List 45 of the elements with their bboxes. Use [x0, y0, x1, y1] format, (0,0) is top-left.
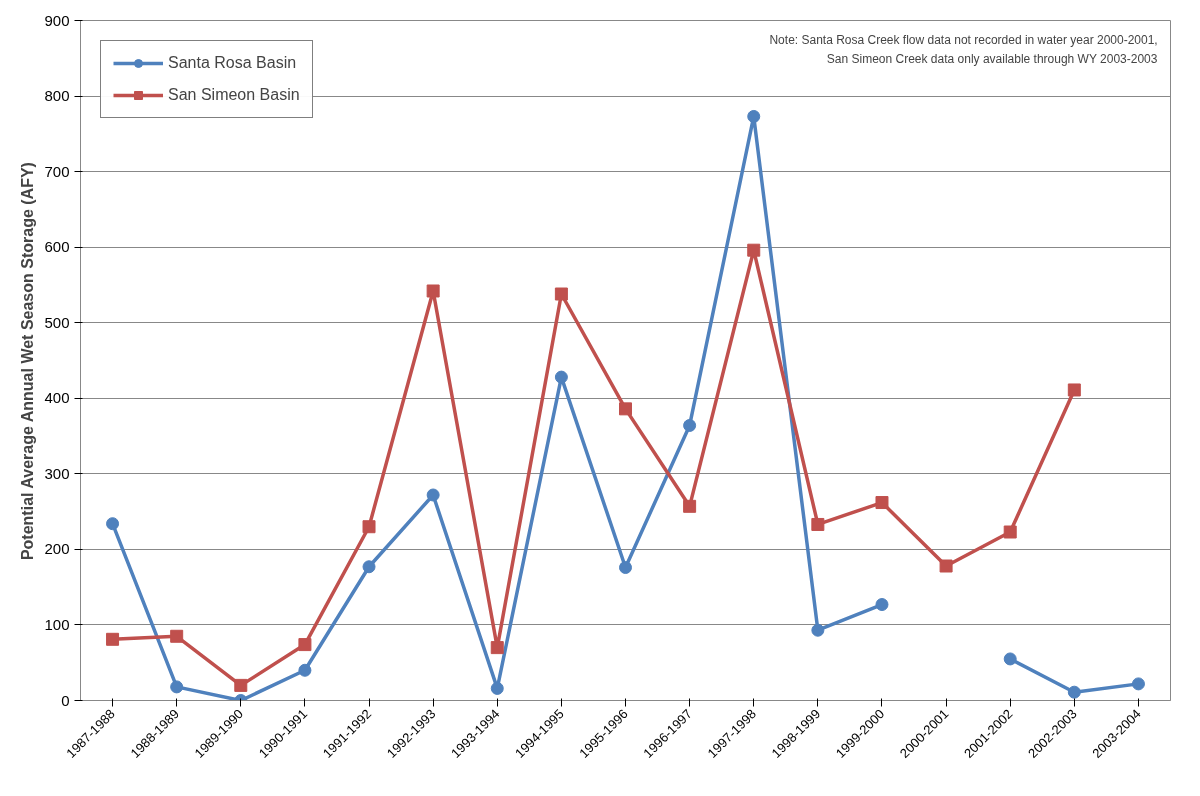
- point: [811, 517, 825, 531]
- point: [106, 632, 120, 646]
- y-tick-label: 100: [44, 615, 70, 633]
- point: [170, 680, 184, 694]
- point: [747, 109, 761, 123]
- point: [1067, 383, 1081, 397]
- point: [298, 638, 312, 652]
- point: [619, 561, 632, 575]
- point: [811, 623, 825, 637]
- point: [426, 284, 440, 298]
- y-tick-label: 0: [61, 691, 70, 709]
- y-tick-label: 500: [44, 313, 70, 331]
- point: [362, 520, 376, 534]
- point: [234, 678, 248, 692]
- y-tick-label: 900: [44, 11, 70, 29]
- y-tick-label: 700: [44, 162, 70, 180]
- point: [426, 488, 440, 502]
- point: [490, 641, 504, 655]
- y-axis-title: Potential Average Annual Wet Season Storage (AFY): [19, 162, 37, 561]
- legend-label: San Simeon Basin: [168, 86, 300, 104]
- point: [1131, 677, 1145, 691]
- point: [1067, 685, 1081, 699]
- point: [490, 681, 504, 695]
- point: [170, 629, 184, 643]
- y-tick-label: 400: [44, 389, 70, 407]
- point: [298, 663, 312, 677]
- point: [1003, 652, 1017, 666]
- point: [875, 598, 889, 612]
- point: [875, 496, 889, 510]
- point: [362, 560, 376, 574]
- point: [619, 402, 632, 416]
- point: [106, 517, 120, 531]
- point: [939, 559, 953, 573]
- y-tick-label: 800: [44, 87, 70, 105]
- point: [747, 243, 761, 257]
- point: [1003, 525, 1017, 539]
- y-tick-label: 300: [44, 464, 70, 482]
- y-tick-label: 200: [44, 540, 70, 558]
- point: [683, 499, 697, 513]
- y-tick-label: 600: [44, 238, 70, 256]
- point: [554, 287, 568, 301]
- point: [683, 418, 697, 432]
- annotation: Note: Santa Rosa Creek flow data not recorded in water year 2000-2001, San Simeon Creek data only available through WY 2003-2003: [769, 32, 1158, 67]
- legend-label: Santa Rosa Basin: [168, 54, 297, 72]
- point: [554, 370, 568, 384]
